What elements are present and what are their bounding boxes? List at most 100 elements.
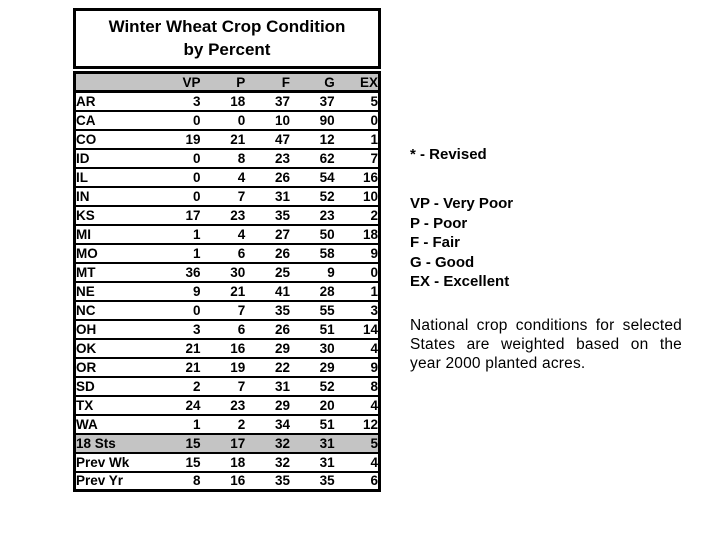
cell-value: 90 (289, 109, 335, 130)
legend-list: VP - Very Poor P - Poor F - Fair G - Good EX… (410, 194, 682, 292)
cell-value: 0 (155, 109, 201, 130)
cell-value: 18 (230, 93, 246, 109)
cell-value: 1 (155, 413, 201, 434)
cell-value: 16 (200, 337, 246, 358)
legend-item: F - Fair (410, 234, 461, 251)
legend-item: G - Good (410, 253, 475, 271)
table-row: IN 0 7 31 52 10 (74, 185, 380, 206)
table-row: OR 21 19 22 29 9 (74, 356, 380, 377)
cell-value: 28 (289, 280, 335, 301)
cell-value: 6 (200, 242, 246, 263)
cell-value: 50 (289, 223, 335, 244)
cell-value: 4 (334, 451, 380, 472)
column-header-p: P (200, 72, 246, 93)
cell-value: 18 (334, 223, 380, 244)
cell-value: 19 (200, 356, 246, 377)
row-label: OK (74, 337, 156, 358)
table-row: OK 21 16 29 30 4 (74, 337, 380, 358)
row-label: IL (74, 166, 156, 187)
table-row: ID 0 8 23 62 7 (74, 147, 380, 168)
table-row: 18 Sts 15 17 32 31 5 (74, 432, 380, 453)
cell-value: 26 (245, 166, 290, 187)
cell-value: 2 (155, 375, 201, 396)
cell-value: 21 (200, 280, 246, 301)
table-title-line-2: by Percent (183, 40, 271, 59)
cell-value: 7 (200, 375, 246, 396)
cell-value: 31 (289, 432, 335, 453)
cell-value: 0 (334, 109, 380, 130)
cell-value: 4 (200, 223, 246, 244)
cell-value: 31 (289, 451, 335, 472)
cell-value: 19 (155, 128, 201, 149)
table-row: TX 24 23 29 20 4 (74, 394, 380, 415)
cell-value: 23 (245, 147, 290, 168)
cell-value: 34 (245, 413, 290, 434)
table-row: MO 1 6 26 58 9 (74, 242, 380, 263)
row-label: WA (74, 413, 156, 434)
cell-value: 23 (200, 204, 246, 225)
row-label: NE (74, 280, 156, 301)
cell-value: 12 (334, 413, 380, 434)
cell-value: 35 (245, 299, 290, 320)
cell-value: 15 (155, 451, 201, 472)
cell-value: 10 (245, 109, 290, 130)
cell-value: 2 (200, 413, 246, 434)
cell-value: 17 (200, 432, 246, 453)
header-row: VP P F G EX (74, 72, 380, 93)
cell-value: 16 (200, 470, 246, 491)
legend-item: EX - Excellent (410, 273, 510, 290)
legend-panel: * - Revised VP - Very Poor P - Poor F - Fa… (410, 146, 682, 373)
cell-value: 52 (289, 375, 335, 396)
row-label: OR (74, 356, 156, 377)
cell-value: 30 (289, 337, 335, 358)
column-header-vp: VP (155, 72, 201, 93)
row-label: CO (74, 128, 156, 149)
cell-value: 5 (370, 93, 378, 109)
legend-item: P - Poor (410, 214, 468, 232)
cell-value: 25 (245, 261, 290, 282)
cell-value: 30 (200, 261, 246, 282)
cell-value: 9 (334, 242, 380, 263)
cell-value: 3 (193, 93, 201, 109)
table-row: Prev Yr 8 16 35 35 6 (74, 470, 380, 491)
cell-value: 12 (289, 128, 335, 149)
cell-value: 7 (200, 185, 246, 206)
cell-value: 18 (200, 451, 246, 472)
table-row: MI 1 4 27 50 18 (74, 223, 380, 244)
cell-value: 3 (155, 318, 201, 339)
cell-value: 9 (289, 261, 335, 282)
cell-value: 6 (200, 318, 246, 339)
cell-value: 35 (289, 470, 335, 491)
cell-value: 3 (334, 299, 380, 320)
cell-value: 4 (200, 166, 246, 187)
cell-value: 8 (155, 470, 201, 491)
cell-value: 17 (155, 204, 201, 225)
cell-value: 16 (334, 166, 380, 187)
row-label: 18 Sts (74, 432, 156, 453)
cell-value: 2 (334, 204, 380, 225)
cell-value: 52 (289, 185, 335, 206)
cell-value: 20 (289, 394, 335, 415)
cell-value: 1 (334, 280, 380, 301)
table-row: KS 17 23 35 23 2 (74, 204, 380, 225)
cell-value: 23 (200, 394, 246, 415)
table-title: Winter Wheat Crop Condition by Percent (73, 8, 381, 69)
cell-value: 6 (334, 470, 380, 491)
cell-value: 29 (289, 356, 335, 377)
cell-value: 31 (245, 375, 290, 396)
cell-value: 51 (289, 318, 335, 339)
revised-note: * - Revised (410, 146, 487, 163)
row-label: ID (74, 147, 156, 168)
row-label: NC (74, 299, 156, 320)
cell-value: 0 (155, 147, 201, 168)
table-row: WA 1 2 34 51 12 (74, 413, 380, 434)
cell-value: 29 (245, 337, 290, 358)
cell-value: 8 (334, 375, 380, 396)
row-label: MT (74, 261, 156, 282)
table-title-line-1: Winter Wheat Crop Condition (108, 17, 346, 36)
table-row: SD 2 7 31 52 8 (74, 375, 380, 396)
table-row: AR 3 18 37 37 5 (75, 92, 380, 111)
table-row: CA 0 0 10 90 0 (74, 109, 380, 130)
row-label: MI (74, 223, 156, 244)
